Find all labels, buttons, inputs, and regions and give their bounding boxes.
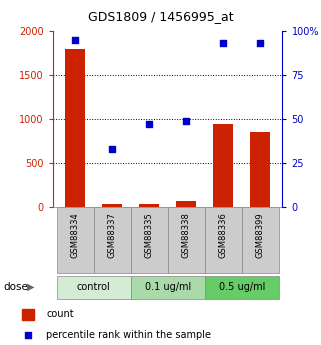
Text: control: control bbox=[77, 282, 110, 292]
Text: GSM88337: GSM88337 bbox=[108, 212, 117, 258]
Bar bbox=[57, 276, 131, 299]
Point bbox=[221, 41, 226, 46]
Bar bbox=[131, 276, 205, 299]
Bar bbox=[168, 207, 205, 273]
Bar bbox=[22, 308, 34, 320]
Text: percentile rank within the sample: percentile rank within the sample bbox=[46, 330, 211, 339]
Text: GSM88338: GSM88338 bbox=[182, 212, 191, 258]
Text: dose: dose bbox=[3, 282, 28, 292]
Text: GSM88399: GSM88399 bbox=[256, 212, 265, 258]
Bar bbox=[250, 132, 271, 207]
Point bbox=[110, 146, 115, 152]
Point bbox=[258, 41, 263, 46]
Bar bbox=[213, 124, 233, 207]
Text: GDS1809 / 1456995_at: GDS1809 / 1456995_at bbox=[88, 10, 233, 23]
Point bbox=[147, 121, 152, 127]
Point bbox=[25, 332, 30, 337]
Bar bbox=[131, 207, 168, 273]
Bar bbox=[65, 49, 85, 207]
Bar bbox=[205, 207, 242, 273]
Text: 0.1 ug/ml: 0.1 ug/ml bbox=[144, 282, 191, 292]
Text: 0.5 ug/ml: 0.5 ug/ml bbox=[219, 282, 265, 292]
Bar bbox=[139, 204, 160, 207]
Bar bbox=[94, 207, 131, 273]
Bar bbox=[176, 201, 196, 207]
Text: ▶: ▶ bbox=[27, 282, 34, 292]
Text: GSM88334: GSM88334 bbox=[71, 212, 80, 258]
Text: count: count bbox=[46, 309, 74, 319]
Bar bbox=[57, 207, 94, 273]
Text: GSM88335: GSM88335 bbox=[145, 212, 154, 258]
Bar bbox=[242, 207, 279, 273]
Text: GSM88336: GSM88336 bbox=[219, 212, 228, 258]
Bar bbox=[102, 204, 122, 207]
Bar bbox=[205, 276, 279, 299]
Point bbox=[73, 37, 78, 43]
Point bbox=[184, 118, 189, 124]
